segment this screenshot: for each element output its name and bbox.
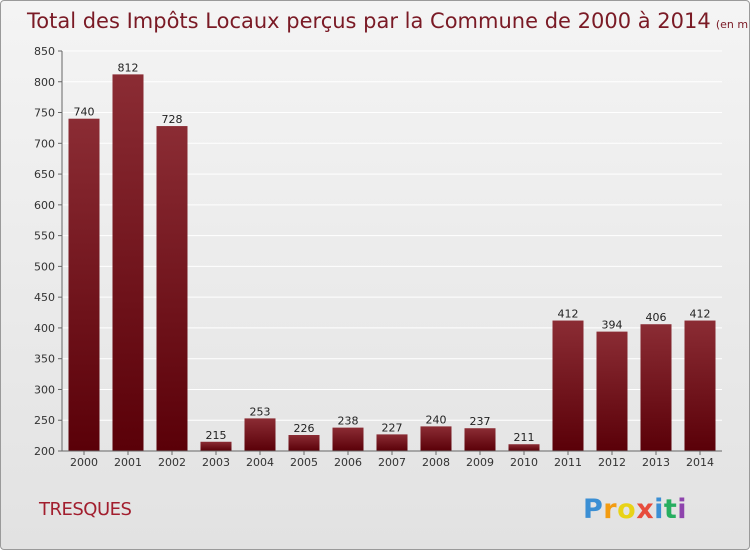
y-tick-label: 650 xyxy=(34,168,55,181)
x-tick-label: 2012 xyxy=(598,456,626,469)
logo-letter: r xyxy=(603,494,617,525)
y-tick-label: 700 xyxy=(34,137,55,150)
y-tick-label: 850 xyxy=(34,45,55,58)
bar xyxy=(464,428,496,451)
data-label: 812 xyxy=(118,61,139,74)
y-tick-label: 350 xyxy=(34,353,55,366)
y-tick-label: 300 xyxy=(34,383,55,396)
commune-name: TRESQUES xyxy=(38,499,132,520)
x-tick-label: 2001 xyxy=(114,456,142,469)
y-tick-label: 600 xyxy=(34,199,55,212)
bar xyxy=(420,426,452,451)
data-label: 227 xyxy=(382,421,403,434)
bar xyxy=(376,434,408,451)
data-label: 211 xyxy=(514,431,535,444)
chart-title: Total des Impôts Locaux perçus par la Co… xyxy=(26,9,749,33)
data-label: 394 xyxy=(602,319,623,332)
x-tick-label: 2004 xyxy=(246,456,274,469)
bar xyxy=(156,126,188,452)
y-tick-label: 450 xyxy=(34,291,55,304)
bar xyxy=(200,441,232,451)
x-tick-label: 2007 xyxy=(378,456,406,469)
data-label: 412 xyxy=(690,308,711,321)
x-tick-label: 2009 xyxy=(466,456,494,469)
bar xyxy=(508,444,540,451)
data-label: 728 xyxy=(162,113,183,126)
logo-letter: i xyxy=(677,494,687,525)
x-tick-label: 2006 xyxy=(334,456,362,469)
x-tick-label: 2008 xyxy=(422,456,450,469)
logo-letter: t xyxy=(664,494,677,525)
data-label: 240 xyxy=(426,413,447,426)
y-axis: 200 250 300 350 400 450 500 550 600 650 700 750 800 8… xyxy=(34,45,63,458)
y-tick-label: 800 xyxy=(34,76,55,89)
y-tick-label: 200 xyxy=(34,445,55,458)
data-label: 226 xyxy=(294,422,315,435)
data-label: 215 xyxy=(206,429,227,442)
data-label: 237 xyxy=(470,415,491,428)
logo-letter: i xyxy=(654,494,664,525)
x-tick-label: 2011 xyxy=(554,456,582,469)
data-label: 740 xyxy=(74,106,95,119)
y-tick-label: 250 xyxy=(34,414,55,427)
data-label: 412 xyxy=(558,308,579,321)
x-axis: 2000 2001 2002 2003 2004 2005 2006 2007 2008 2009… xyxy=(62,450,722,469)
x-tick-label: 2002 xyxy=(158,456,186,469)
logo-letter: P xyxy=(583,494,603,525)
logo-letter: x xyxy=(636,494,654,525)
bar xyxy=(332,427,364,451)
logo-letter: o xyxy=(617,494,636,525)
bar xyxy=(288,435,320,451)
x-tick-label: 2013 xyxy=(642,456,670,469)
bar xyxy=(112,74,144,451)
x-tick-label: 2005 xyxy=(290,456,318,469)
data-label: 406 xyxy=(646,311,667,324)
bar xyxy=(596,331,628,451)
x-tick-label: 2000 xyxy=(70,456,98,469)
data-label: 253 xyxy=(250,405,271,418)
bar xyxy=(244,418,276,451)
chart-subtitle: (en milliers d'€) xyxy=(716,18,749,31)
bar xyxy=(640,324,672,451)
y-tick-label: 750 xyxy=(34,107,55,120)
x-tick-label: 2003 xyxy=(202,456,230,469)
x-tick-label: 2014 xyxy=(686,456,714,469)
chart-title-main: Total des Impôts Locaux perçus par la Co… xyxy=(26,9,711,33)
proxiti-logo: Proxiti xyxy=(583,494,687,525)
bar xyxy=(68,118,100,451)
bar xyxy=(552,320,584,451)
data-label: 238 xyxy=(338,415,359,428)
y-tick-label: 550 xyxy=(34,230,55,243)
y-tick-label: 500 xyxy=(34,260,55,273)
x-tick-label: 2010 xyxy=(510,456,538,469)
y-tick-label: 400 xyxy=(34,322,55,335)
bar xyxy=(684,320,716,451)
bars: 740 812 728 215 253 226 238 227 240 237 211 412 394 4… xyxy=(68,61,716,452)
